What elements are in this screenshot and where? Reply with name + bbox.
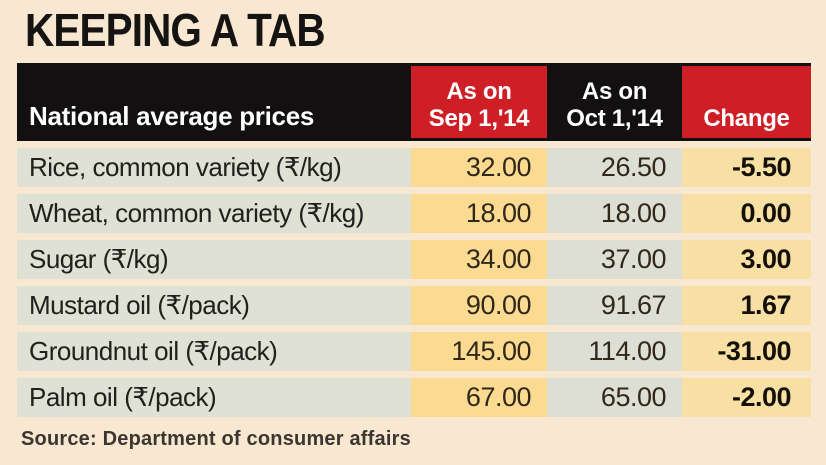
cell-oct-price: 26.50 [547, 148, 682, 187]
table-row-wheat: Wheat, common variety (₹/kg) 18.00 18.00… [17, 194, 811, 233]
page-title: KEEPING A TAB [25, 4, 326, 56]
column-header-sep-line2: Sep 1,'14 [428, 105, 530, 132]
news-price-graphic: KEEPING A TAB National average prices As… [0, 5, 826, 451]
column-header-national-average-prices: National average prices [17, 63, 411, 141]
cell-change-value: -2.00 [682, 378, 811, 417]
column-header-sep-line1: As on [446, 78, 512, 105]
cell-change-value: 3.00 [682, 240, 811, 279]
source-note: Source: Department of consumer affairs [21, 428, 411, 450]
row-label: Rice, common variety (₹/kg) [17, 148, 411, 187]
row-label: Wheat, common variety (₹/kg) [17, 194, 411, 233]
table-row-palm-oil: Palm oil (₹/pack) 67.00 65.00 -2.00 [17, 378, 811, 417]
cell-sep-price: 90.00 [411, 286, 547, 325]
column-header-change-text: Change [703, 105, 790, 132]
cell-oct-price: 65.00 [547, 378, 682, 417]
cell-change-value: 0.00 [682, 194, 811, 233]
column-header-change: Change [682, 63, 811, 141]
cell-change-value: 1.67 [682, 286, 811, 325]
cell-change-value: -5.50 [682, 148, 811, 187]
cell-oct-price: 91.67 [547, 286, 682, 325]
row-label: Palm oil (₹/pack) [17, 378, 411, 417]
table-row-mustard-oil: Mustard oil (₹/pack) 90.00 91.67 1.67 [17, 286, 811, 325]
column-header-oct-line2: Oct 1,'14 [566, 105, 663, 132]
prices-table: National average prices As on Sep 1,'14 … [17, 63, 811, 417]
column-header-label-text: National average prices [29, 101, 315, 131]
column-header-as-on-sep-1-14: As on Sep 1,'14 [411, 63, 547, 141]
cell-change-value: -31.00 [682, 332, 811, 371]
cell-oct-price: 114.00 [547, 332, 682, 371]
cell-sep-price: 32.00 [411, 148, 547, 187]
cell-sep-price: 34.00 [411, 240, 547, 279]
row-label: Sugar (₹/kg) [17, 240, 411, 279]
cell-sep-price: 18.00 [411, 194, 547, 233]
column-header-as-on-oct-1-14: As on Oct 1,'14 [547, 63, 682, 141]
cell-sep-price: 67.00 [411, 378, 547, 417]
cell-sep-price: 145.00 [411, 332, 547, 371]
row-label: Groundnut oil (₹/pack) [17, 332, 411, 371]
table-row-sugar: Sugar (₹/kg) 34.00 37.00 3.00 [17, 240, 811, 279]
row-label: Mustard oil (₹/pack) [17, 286, 411, 325]
cell-oct-price: 37.00 [547, 240, 682, 279]
table-row-rice: Rice, common variety (₹/kg) 32.00 26.50 … [17, 148, 811, 187]
table-row-groundnut-oil: Groundnut oil (₹/pack) 145.00 114.00 -31… [17, 332, 811, 371]
cell-oct-price: 18.00 [547, 194, 682, 233]
column-header-oct-line1: As on [581, 78, 648, 105]
table-header-row: National average prices As on Sep 1,'14 … [17, 63, 811, 141]
